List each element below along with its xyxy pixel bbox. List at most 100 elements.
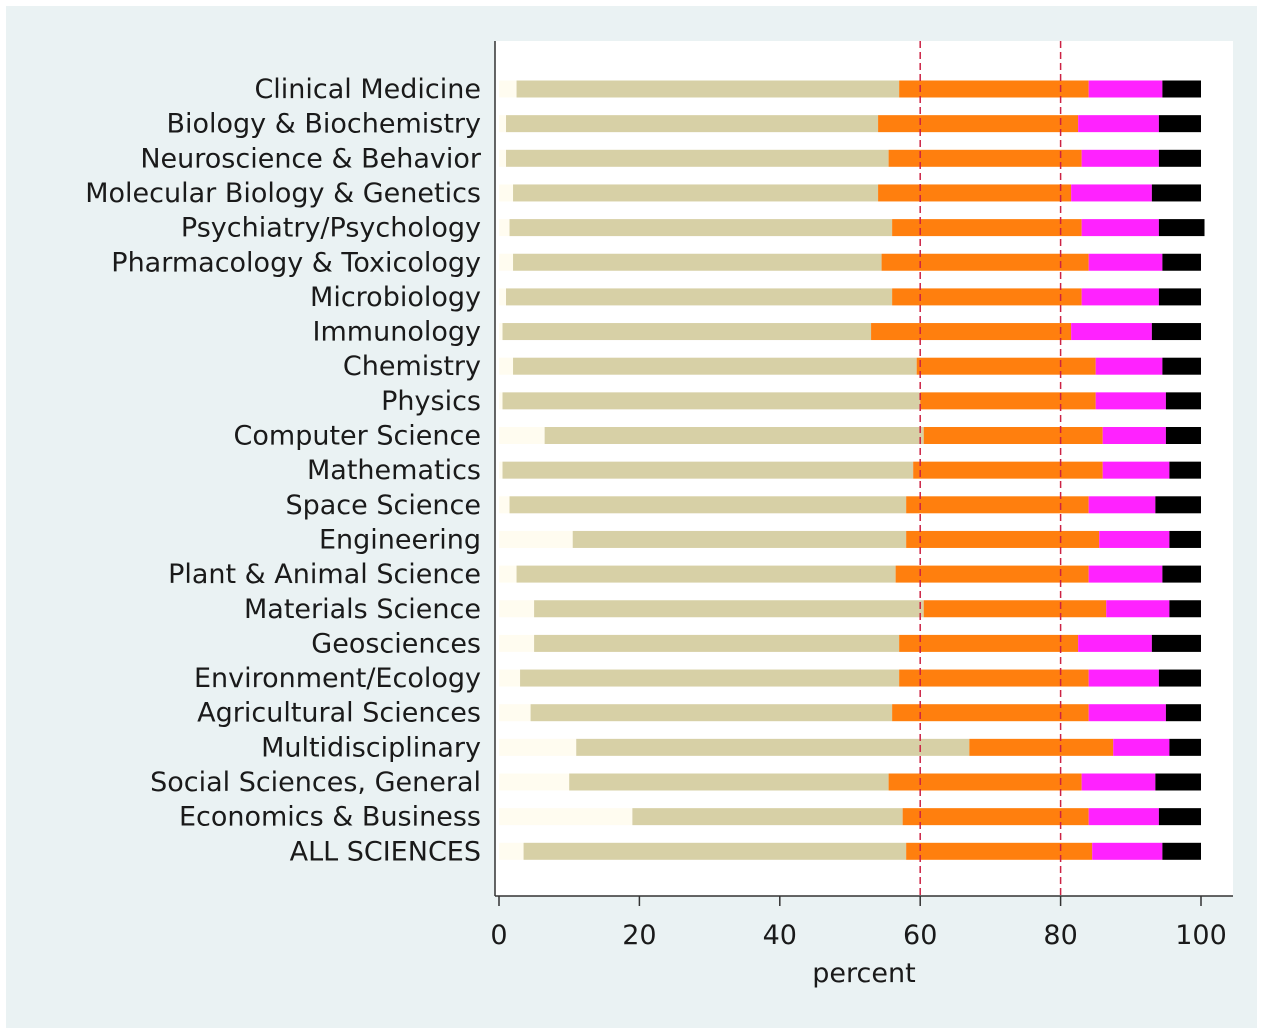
bar-segment	[534, 634, 900, 652]
bar-segment	[499, 496, 510, 514]
bar-segment	[502, 392, 921, 410]
bar-segment	[516, 80, 900, 98]
bar-segment	[923, 427, 1103, 444]
bar-segment	[899, 80, 1089, 98]
bar-segment	[499, 634, 535, 652]
bar-segment	[499, 427, 545, 444]
bar-segment	[1088, 253, 1163, 271]
bar-segment	[1155, 496, 1201, 514]
bar-segment	[1169, 461, 1201, 479]
bar-segment	[1081, 149, 1159, 167]
bar-segment	[1169, 530, 1201, 548]
bar-segment	[878, 184, 1072, 202]
category-label: Psychiatry/Psychology	[181, 213, 481, 244]
category-label: Microbiology	[310, 282, 481, 313]
bar-segment	[499, 392, 503, 410]
category-label: Multidisciplinary	[261, 732, 481, 763]
bar-segment	[899, 634, 1079, 652]
category-label: Clinical Medicine	[254, 74, 481, 105]
category-label: Engineering	[319, 524, 481, 555]
bar-segment	[502, 323, 872, 341]
bar-segment	[1162, 357, 1201, 375]
bar-segment	[499, 80, 517, 98]
bar-segment	[499, 773, 570, 791]
bar-segment	[1071, 184, 1152, 202]
bar-segment	[499, 530, 573, 548]
bar-segment	[1102, 461, 1170, 479]
bar-segment	[499, 669, 521, 687]
bar-segment	[1088, 669, 1159, 687]
bar-segment	[1078, 115, 1159, 133]
bar-segment	[1081, 288, 1159, 306]
bar-segment	[1169, 600, 1201, 618]
bar-segment	[506, 115, 879, 133]
bar-segment	[1095, 357, 1163, 375]
bar-segment	[1158, 115, 1201, 133]
bar-segment	[895, 565, 1089, 583]
bar-segment	[513, 253, 882, 271]
category-label: ALL SCIENCES	[290, 836, 481, 867]
bar-segment	[499, 357, 514, 375]
bar-segment	[530, 704, 893, 722]
bar-segment	[1158, 808, 1201, 826]
bar-segment	[1151, 323, 1201, 341]
bar-segment	[513, 357, 917, 375]
bar-segment	[892, 219, 1082, 237]
bar-segment	[906, 530, 1100, 548]
x-tick-label: 80	[1043, 920, 1077, 951]
bar-segment	[1169, 738, 1201, 756]
bar-segment	[1151, 184, 1201, 202]
category-label: Computer Science	[234, 421, 481, 452]
bar-segment	[881, 253, 1089, 271]
bar-segment	[916, 357, 1096, 375]
bar-segment	[923, 600, 1107, 618]
category-label: Physics	[381, 386, 481, 417]
category-label: Neuroscience & Behavior	[140, 143, 482, 174]
bar-segment	[1088, 496, 1156, 514]
category-label: Economics & Business	[179, 802, 481, 833]
bar-segment	[1071, 323, 1152, 341]
bar-segment	[1162, 565, 1201, 583]
bar-segment	[1092, 842, 1163, 860]
x-tick-label: 40	[763, 920, 797, 951]
bar-segment	[499, 184, 514, 202]
bar-segment	[632, 808, 903, 826]
category-label: Pharmacology & Toxicology	[111, 247, 481, 278]
bar-segment	[906, 496, 1089, 514]
bar-segment	[892, 288, 1082, 306]
bar-segment	[1165, 392, 1201, 410]
bar-segment	[572, 530, 907, 548]
category-label: Materials Science	[244, 594, 481, 625]
bar-segment	[1106, 600, 1170, 618]
bar-segment	[569, 773, 889, 791]
bar-segment	[1102, 427, 1166, 444]
bar-segment	[1162, 80, 1201, 98]
category-label: Biology & Biochemistry	[166, 109, 481, 140]
bar-segment	[1162, 842, 1201, 860]
category-label: Environment/Ecology	[194, 663, 481, 694]
bar-layer	[499, 80, 1205, 860]
category-label: Immunology	[313, 317, 481, 348]
x-axis-ticks: 0 20 40 60 80 100	[490, 896, 1227, 951]
bar-segment	[1088, 704, 1166, 722]
bar-segment	[1162, 253, 1201, 271]
bar-segment	[513, 184, 879, 202]
bar-segment	[1081, 219, 1159, 237]
x-tick-label: 60	[903, 920, 937, 951]
x-tick-label: 100	[1175, 920, 1227, 951]
bar-segment	[509, 496, 907, 514]
bar-segment	[499, 323, 503, 341]
bar-segment	[969, 738, 1114, 756]
bar-segment	[888, 149, 1082, 167]
category-label: Agricultural Sciences	[197, 698, 481, 729]
bar-segment	[899, 669, 1089, 687]
x-tick-label: 20	[622, 920, 656, 951]
bar-segment	[1158, 288, 1201, 306]
bar-segment	[892, 704, 1089, 722]
category-label: Chemistry	[343, 351, 481, 382]
bar-segment	[1088, 808, 1159, 826]
bar-segment	[1158, 149, 1201, 167]
bar-segment	[516, 565, 896, 583]
